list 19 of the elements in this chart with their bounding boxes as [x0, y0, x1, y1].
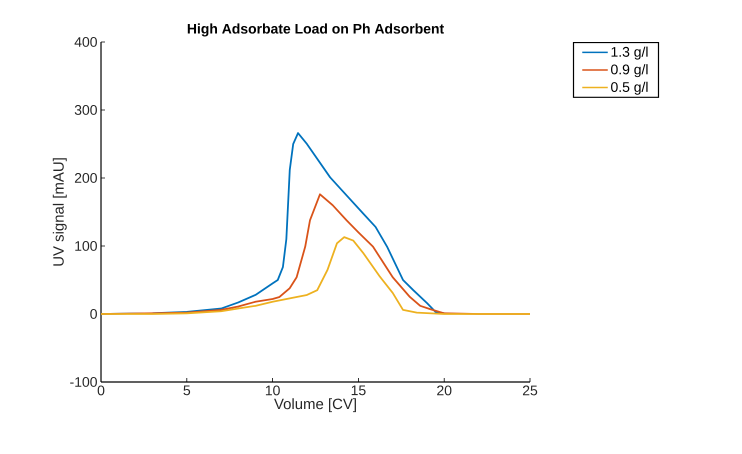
- x-tick-label: 5: [183, 386, 190, 396]
- y-tick-label: -100: [70, 377, 97, 387]
- x-axis-title: Volume [CV]: [274, 398, 356, 412]
- x-tick-label: 20: [437, 385, 452, 396]
- line-series: [101, 236, 530, 315]
- legend-label: 0.9 g/l: [611, 64, 648, 78]
- chart-title: High Adsorbate Load on Ph Adsorbent: [188, 23, 444, 36]
- y-tick-label: 400: [74, 37, 97, 47]
- y-tick-label: 200: [74, 173, 97, 183]
- y-tick-label: 100: [75, 241, 97, 251]
- x-tick-label: 0: [98, 385, 104, 396]
- y-tick-label: 300: [74, 105, 97, 115]
- x-tick-label: 25: [522, 385, 538, 396]
- legend-label: 1.3 g/l: [612, 46, 648, 60]
- y-tick-label: 0: [90, 309, 97, 319]
- y-axis-title: UV signal [mAU]: [52, 158, 67, 266]
- x-tick-label: 10: [266, 385, 280, 396]
- legend-label: 0.5 g/l: [611, 82, 648, 95]
- x-tick-label: 15: [352, 386, 366, 396]
